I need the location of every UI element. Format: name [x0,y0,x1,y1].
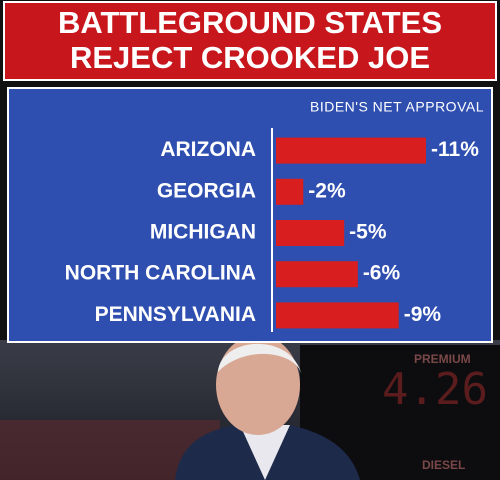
person-head [216,335,300,435]
value-label: -9% [404,303,442,326]
bars: ARIZONA -11% GEORGIA -2% MICHIGAN -5% NORTH CA… [65,137,479,329]
category-label: MICHIGAN [150,221,256,244]
title-line: REJECT CROOKED JOE [70,40,430,75]
person-hair [218,343,302,375]
title-line: BATTLEGROUND STATES [58,5,442,40]
category-label: NORTH CAROLINA [65,262,256,285]
value-label: -5% [349,221,387,244]
sign-label: PREMIUM [414,352,471,366]
chart-panel [7,87,493,343]
value-label: -2% [308,179,346,202]
value-label: -6% [363,262,401,285]
sign-label: DIESEL [422,458,465,472]
title-banner [3,1,497,81]
bar [276,137,426,164]
category-label: GEORGIA [157,179,256,202]
bar [276,220,345,246]
chart-subtitle: BIDEN'S NET APPROVAL [310,99,484,115]
value-label: -11% [431,138,479,161]
person-shirt [240,425,290,480]
bar [276,178,304,205]
bar [276,302,399,329]
category-label: PENNSYLVANIA [95,303,256,326]
sign-price: 4.26 [382,364,488,415]
bar [276,261,358,288]
category-label: ARIZONA [160,138,256,161]
